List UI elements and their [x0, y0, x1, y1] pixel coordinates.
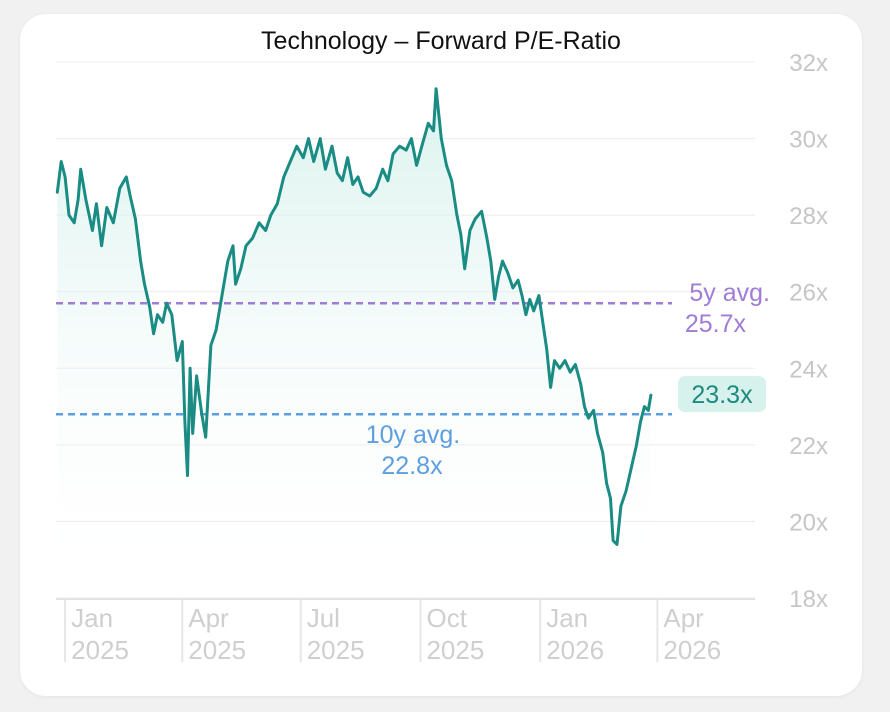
current-value-label: 23.3x: [691, 381, 753, 409]
y-tick-label: 24x: [789, 356, 828, 383]
y-tick-label: 30x: [789, 127, 828, 154]
ref-label-5y-value: 25.7x: [685, 310, 747, 338]
y-tick-label: 22x: [789, 433, 828, 460]
series-area: [57, 88, 651, 599]
x-tick-year: 2026: [663, 635, 721, 665]
ref-label-10y-value: 22.8x: [381, 452, 443, 480]
x-tick-year: 2025: [307, 635, 365, 665]
x-tick-month: Jul: [307, 603, 340, 633]
y-tick-label: 28x: [789, 203, 828, 230]
chart-title: Technology – Forward P/E-Ratio: [261, 27, 621, 55]
x-tick-month: Jan: [71, 603, 113, 633]
y-tick-label: 20x: [789, 509, 828, 536]
series-line: [55, 87, 653, 546]
x-tick-month: Apr: [188, 603, 229, 633]
x-tick-month: Oct: [426, 603, 467, 633]
x-tick-year: 2026: [546, 635, 604, 665]
x-tick-month: Jan: [546, 603, 588, 633]
x-tick-month: Apr: [663, 603, 704, 633]
y-tick-label: 32x: [789, 50, 828, 77]
x-tick-year: 2025: [188, 635, 246, 665]
ref-label-10y-name: 10y avg.: [366, 421, 461, 449]
y-tick-label: 18x: [789, 586, 828, 613]
y-tick-label: 26x: [789, 280, 828, 307]
x-tick-year: 2025: [426, 635, 484, 665]
x-tick-year: 2025: [71, 635, 129, 665]
ref-label-5y-name: 5y avg.: [689, 279, 770, 307]
current-value-badge: [678, 376, 766, 413]
